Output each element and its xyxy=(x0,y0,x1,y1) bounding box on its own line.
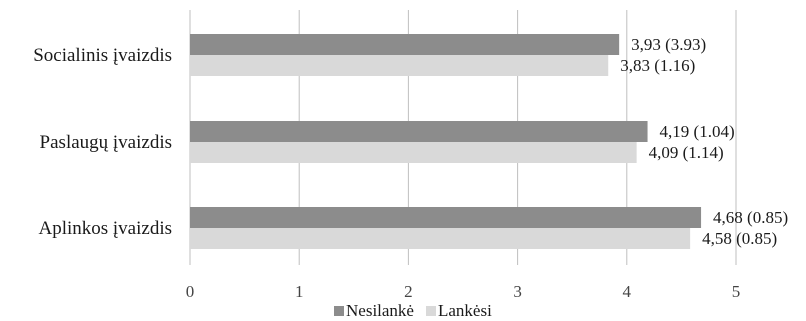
bar-lankėsi-2 xyxy=(190,228,691,249)
legend-label: Nesilankė xyxy=(346,301,414,320)
bar-nesilankė-0 xyxy=(190,34,620,55)
legend: Nesilankė Lankėsi xyxy=(334,301,492,320)
category-label: Socialinis įvaizdis xyxy=(33,45,172,66)
data-labels: 3,93 (3.93) 3,83 (1.16) 4,19 (1.04) 4,09 (1… xyxy=(620,35,788,248)
legend-swatch-1 xyxy=(426,306,436,316)
x-tick-label: 3 xyxy=(513,282,522,301)
x-tick-labels: 0 1 2 3 4 5 xyxy=(186,282,741,301)
category-label: Paslaugų įvaizdis xyxy=(40,132,172,153)
data-label: 4,68 (0.85) xyxy=(713,208,788,227)
x-tick-label: 4 xyxy=(623,282,632,301)
data-label: 3,93 (3.93) xyxy=(631,35,706,54)
data-label: 4,19 (1.04) xyxy=(660,122,735,141)
x-tick-label: 1 xyxy=(295,282,304,301)
category-labels: Socialinis įvaizdis Paslaugų įvaizdis Apli… xyxy=(33,45,172,239)
data-label: 4,09 (1.14) xyxy=(649,143,724,162)
legend-label: Lankėsi xyxy=(438,301,492,320)
legend-swatch-0 xyxy=(334,306,344,316)
x-tick-label: 5 xyxy=(732,282,741,301)
x-tick-label: 0 xyxy=(186,282,195,301)
bar-lankėsi-0 xyxy=(190,55,609,76)
bar-lankėsi-1 xyxy=(190,142,637,163)
category-label: Aplinkos įvaizdis xyxy=(38,218,172,239)
bars xyxy=(190,34,702,249)
data-label: 4,58 (0.85) xyxy=(702,229,777,248)
data-label: 3,83 (1.16) xyxy=(620,56,695,75)
bar-nesilankė-2 xyxy=(190,207,702,228)
bar-nesilankė-1 xyxy=(190,121,648,142)
x-tick-label: 2 xyxy=(404,282,413,301)
